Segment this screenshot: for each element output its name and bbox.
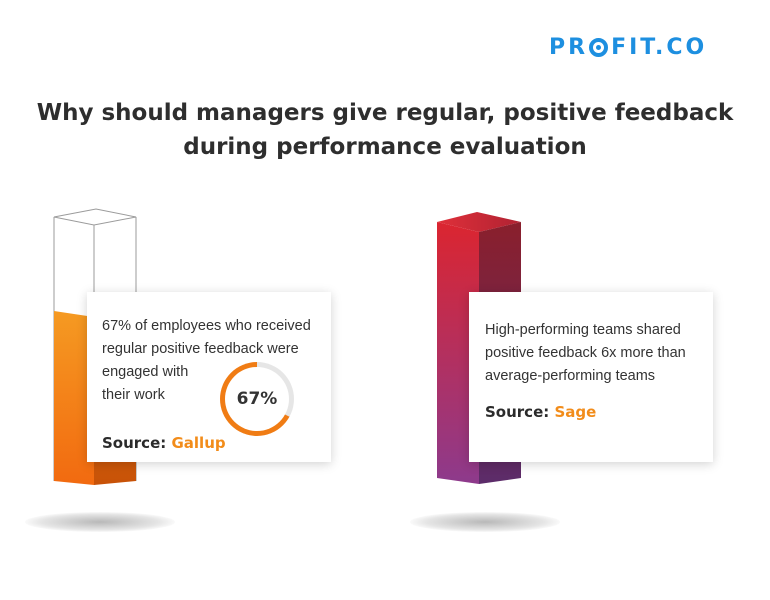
gallup-stat-text: 67% of employees who received regular po… — [102, 315, 332, 407]
gallup-text-line: engaged with — [102, 364, 189, 380]
right-bar-shadow — [410, 512, 560, 532]
logo-text-right: FIT.CO — [611, 34, 708, 60]
source-prefix: Source: — [102, 434, 167, 452]
source-name-gallup: Gallup — [171, 434, 226, 452]
logo-target-icon — [589, 37, 609, 57]
logo-text-left: PR — [549, 34, 589, 60]
stat-card-sage: High-performing teams shared positive fe… — [469, 292, 713, 462]
sage-text-line: average-performing teams — [485, 368, 656, 384]
profit-co-logo: PR FIT.CO — [549, 33, 739, 61]
gallup-text-line: regular positive feedback were — [102, 341, 299, 357]
percent-ring-label: 67% — [225, 367, 289, 431]
gallup-source: Source: Gallup — [102, 434, 226, 452]
title-line-2: during performance evaluation — [183, 134, 587, 160]
sage-text-line: positive feedback 6x more than — [485, 345, 686, 361]
stat-card-gallup: 67% of employees who received regular po… — [87, 292, 331, 462]
sage-stat-text: High-performing teams shared positive fe… — [485, 319, 710, 388]
left-bar-shadow — [25, 512, 175, 532]
page-title: Why should managers give regular, positi… — [30, 96, 740, 164]
source-prefix: Source: — [485, 403, 550, 421]
sage-source: Source: Sage — [485, 403, 596, 421]
gallup-text-line: 67% of employees who received — [102, 318, 311, 334]
sage-text-line: High-performing teams shared — [485, 322, 681, 338]
title-line-1: Why should managers give regular, positi… — [36, 100, 734, 126]
source-name-sage: Sage — [554, 403, 597, 421]
gallup-text-line: their work — [102, 387, 165, 403]
percent-ring: 67% — [220, 362, 294, 436]
